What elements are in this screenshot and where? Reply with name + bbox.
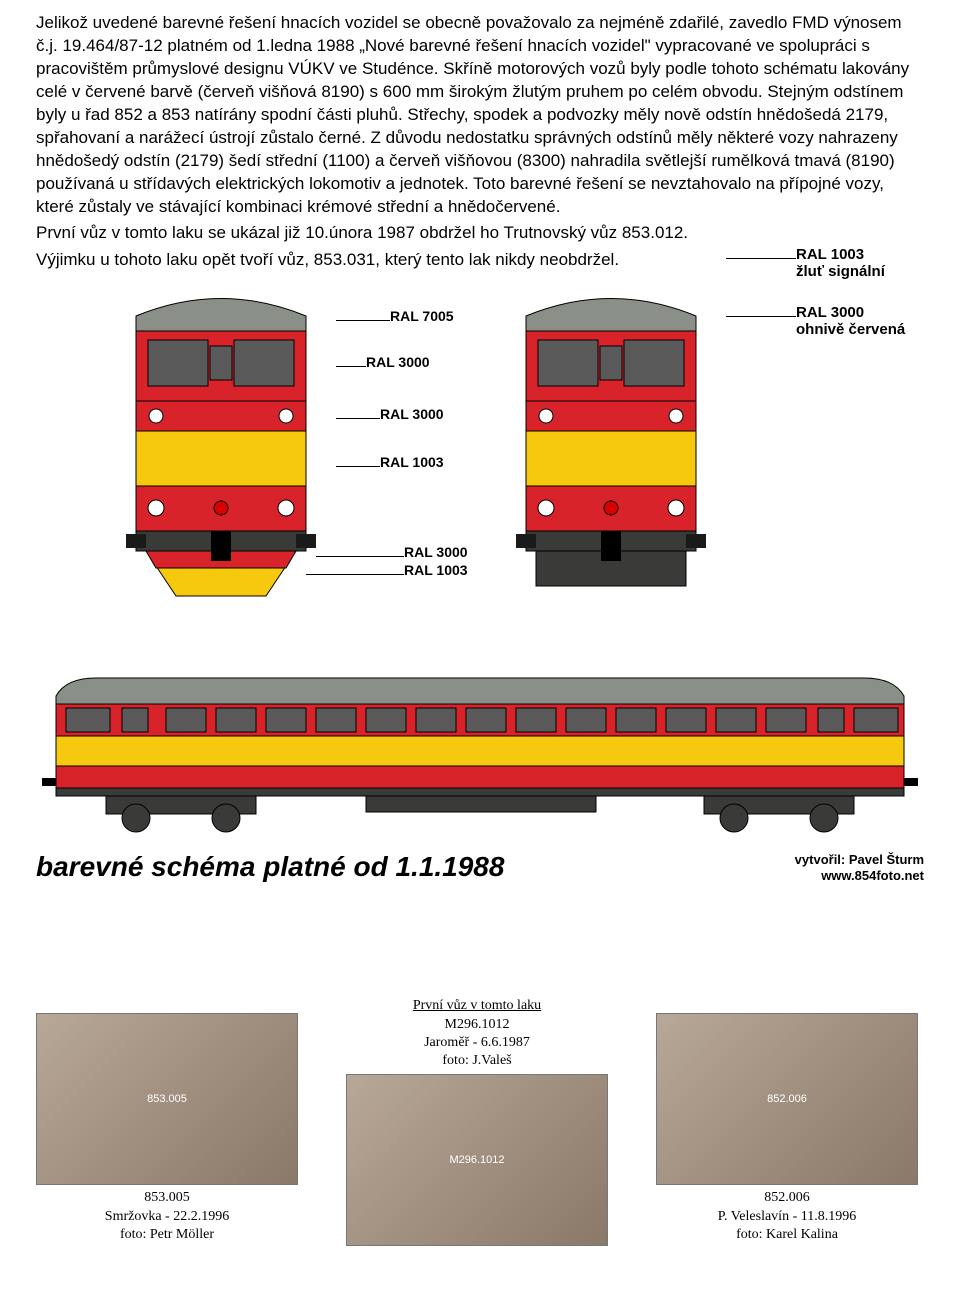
- caption-right: 852.006 P. Veleslavín - 11.8.1996 foto: …: [656, 1189, 918, 1244]
- train-front-left: [106, 276, 336, 606]
- photo-right: 852.006: [656, 1013, 918, 1185]
- body-line2: První vůz v tomto laku se ukázal již 10.…: [36, 222, 924, 245]
- ral-1003-b: RAL 1003: [404, 562, 468, 578]
- caption-center-top: První vůz v tomto laku M296.1012 Jaroměř…: [346, 997, 608, 1070]
- ral-1003-a: RAL 1003: [380, 454, 444, 470]
- train-front-right: [496, 276, 726, 606]
- body-text: Jelikož uvedené barevné řešení hnacích v…: [36, 12, 924, 218]
- body-line3: Výjimku u tohoto laku opět tvoří vůz, 85…: [36, 249, 924, 272]
- photo-center: M296.1012: [346, 1074, 608, 1246]
- author-credit: vytvořil: Pavel Šturm www.854foto.net: [795, 852, 924, 883]
- photo-left: 853.005: [36, 1013, 298, 1185]
- ral-3000-b: RAL 3000: [380, 406, 444, 422]
- caption-left: 853.005 Smržovka - 22.2.1996 foto: Petr …: [36, 1189, 298, 1244]
- ral-3000-a: RAL 3000: [366, 354, 430, 370]
- ral-3000-c: RAL 3000: [404, 544, 468, 560]
- side-diagram: [36, 666, 924, 841]
- ral-3000-desc: RAL 3000 ohnivě červená: [796, 304, 905, 338]
- front-diagram: RAL 7005 RAL 3000 RAL 3000 RAL 1003 RAL …: [36, 276, 924, 656]
- ral-1003-desc: RAL 1003 žluť signální: [796, 246, 885, 280]
- scheme-title: barevné schéma platné od 1.1.1988: [36, 851, 504, 883]
- photos-row: 853.005 853.005 Smržovka - 22.2.1996 fot…: [36, 973, 924, 1273]
- ral-7005: RAL 7005: [390, 308, 454, 324]
